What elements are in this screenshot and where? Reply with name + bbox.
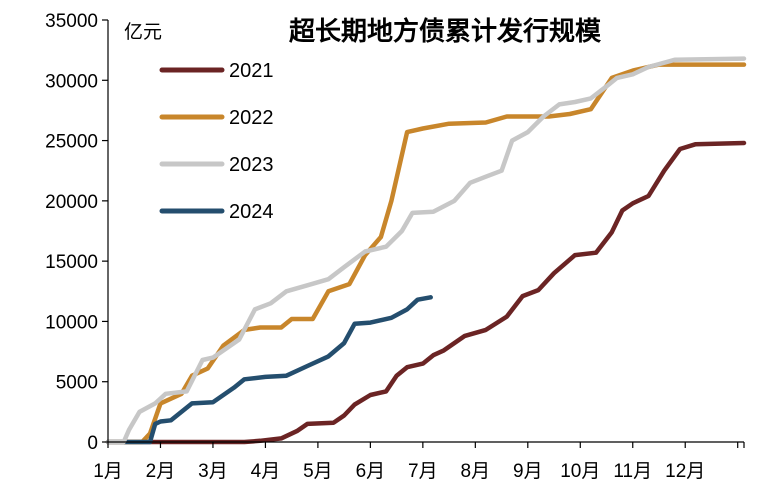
series-line-2024 xyxy=(105,295,433,445)
y-tick-label: 10000 xyxy=(45,312,98,333)
chart-title: 超长期地方债累计发行规模 xyxy=(289,16,602,47)
x-tick-label: 2月 xyxy=(146,461,176,482)
x-tick-label: 12月 xyxy=(665,461,705,482)
series-line-2022 xyxy=(105,62,747,445)
x-tick-label: 1月 xyxy=(93,461,123,482)
series-line-2021 xyxy=(105,140,747,445)
axis-layer: 0 5000 10000 15000 20000 25000 30000 35000 1月 2月 3… xyxy=(45,11,745,482)
x-tick-label: 4月 xyxy=(251,461,281,482)
x-tick-label: 5月 xyxy=(303,461,333,482)
y-tick-label: 35000 xyxy=(45,11,98,32)
series-layer xyxy=(105,56,747,445)
x-tick-label: 3月 xyxy=(198,461,228,482)
y-tick-label: 30000 xyxy=(45,71,98,92)
x-tick-label: 11月 xyxy=(613,461,652,482)
legend-label-2022: 2022 xyxy=(229,107,274,129)
y-axis-unit-label: 亿元 xyxy=(124,21,162,43)
y-tick-label: 20000 xyxy=(45,192,98,213)
x-tick-label: 7月 xyxy=(408,461,438,482)
series-line-2023 xyxy=(105,56,747,445)
x-tick-label: 10月 xyxy=(560,461,600,482)
legend-label-2021: 2021 xyxy=(229,60,274,82)
x-tick-label: 8月 xyxy=(461,461,491,482)
y-tick-label: 5000 xyxy=(56,373,98,394)
legend: 2021 2022 2023 2024 xyxy=(159,60,274,223)
x-tick-label: 9月 xyxy=(513,461,543,482)
y-tick-label: 0 xyxy=(87,433,98,454)
y-tick-label: 25000 xyxy=(45,132,98,153)
legend-label-2023: 2023 xyxy=(229,154,274,176)
y-tick-label: 15000 xyxy=(45,252,98,273)
x-tick-label: 6月 xyxy=(356,461,386,482)
legend-label-2024: 2024 xyxy=(229,201,274,223)
